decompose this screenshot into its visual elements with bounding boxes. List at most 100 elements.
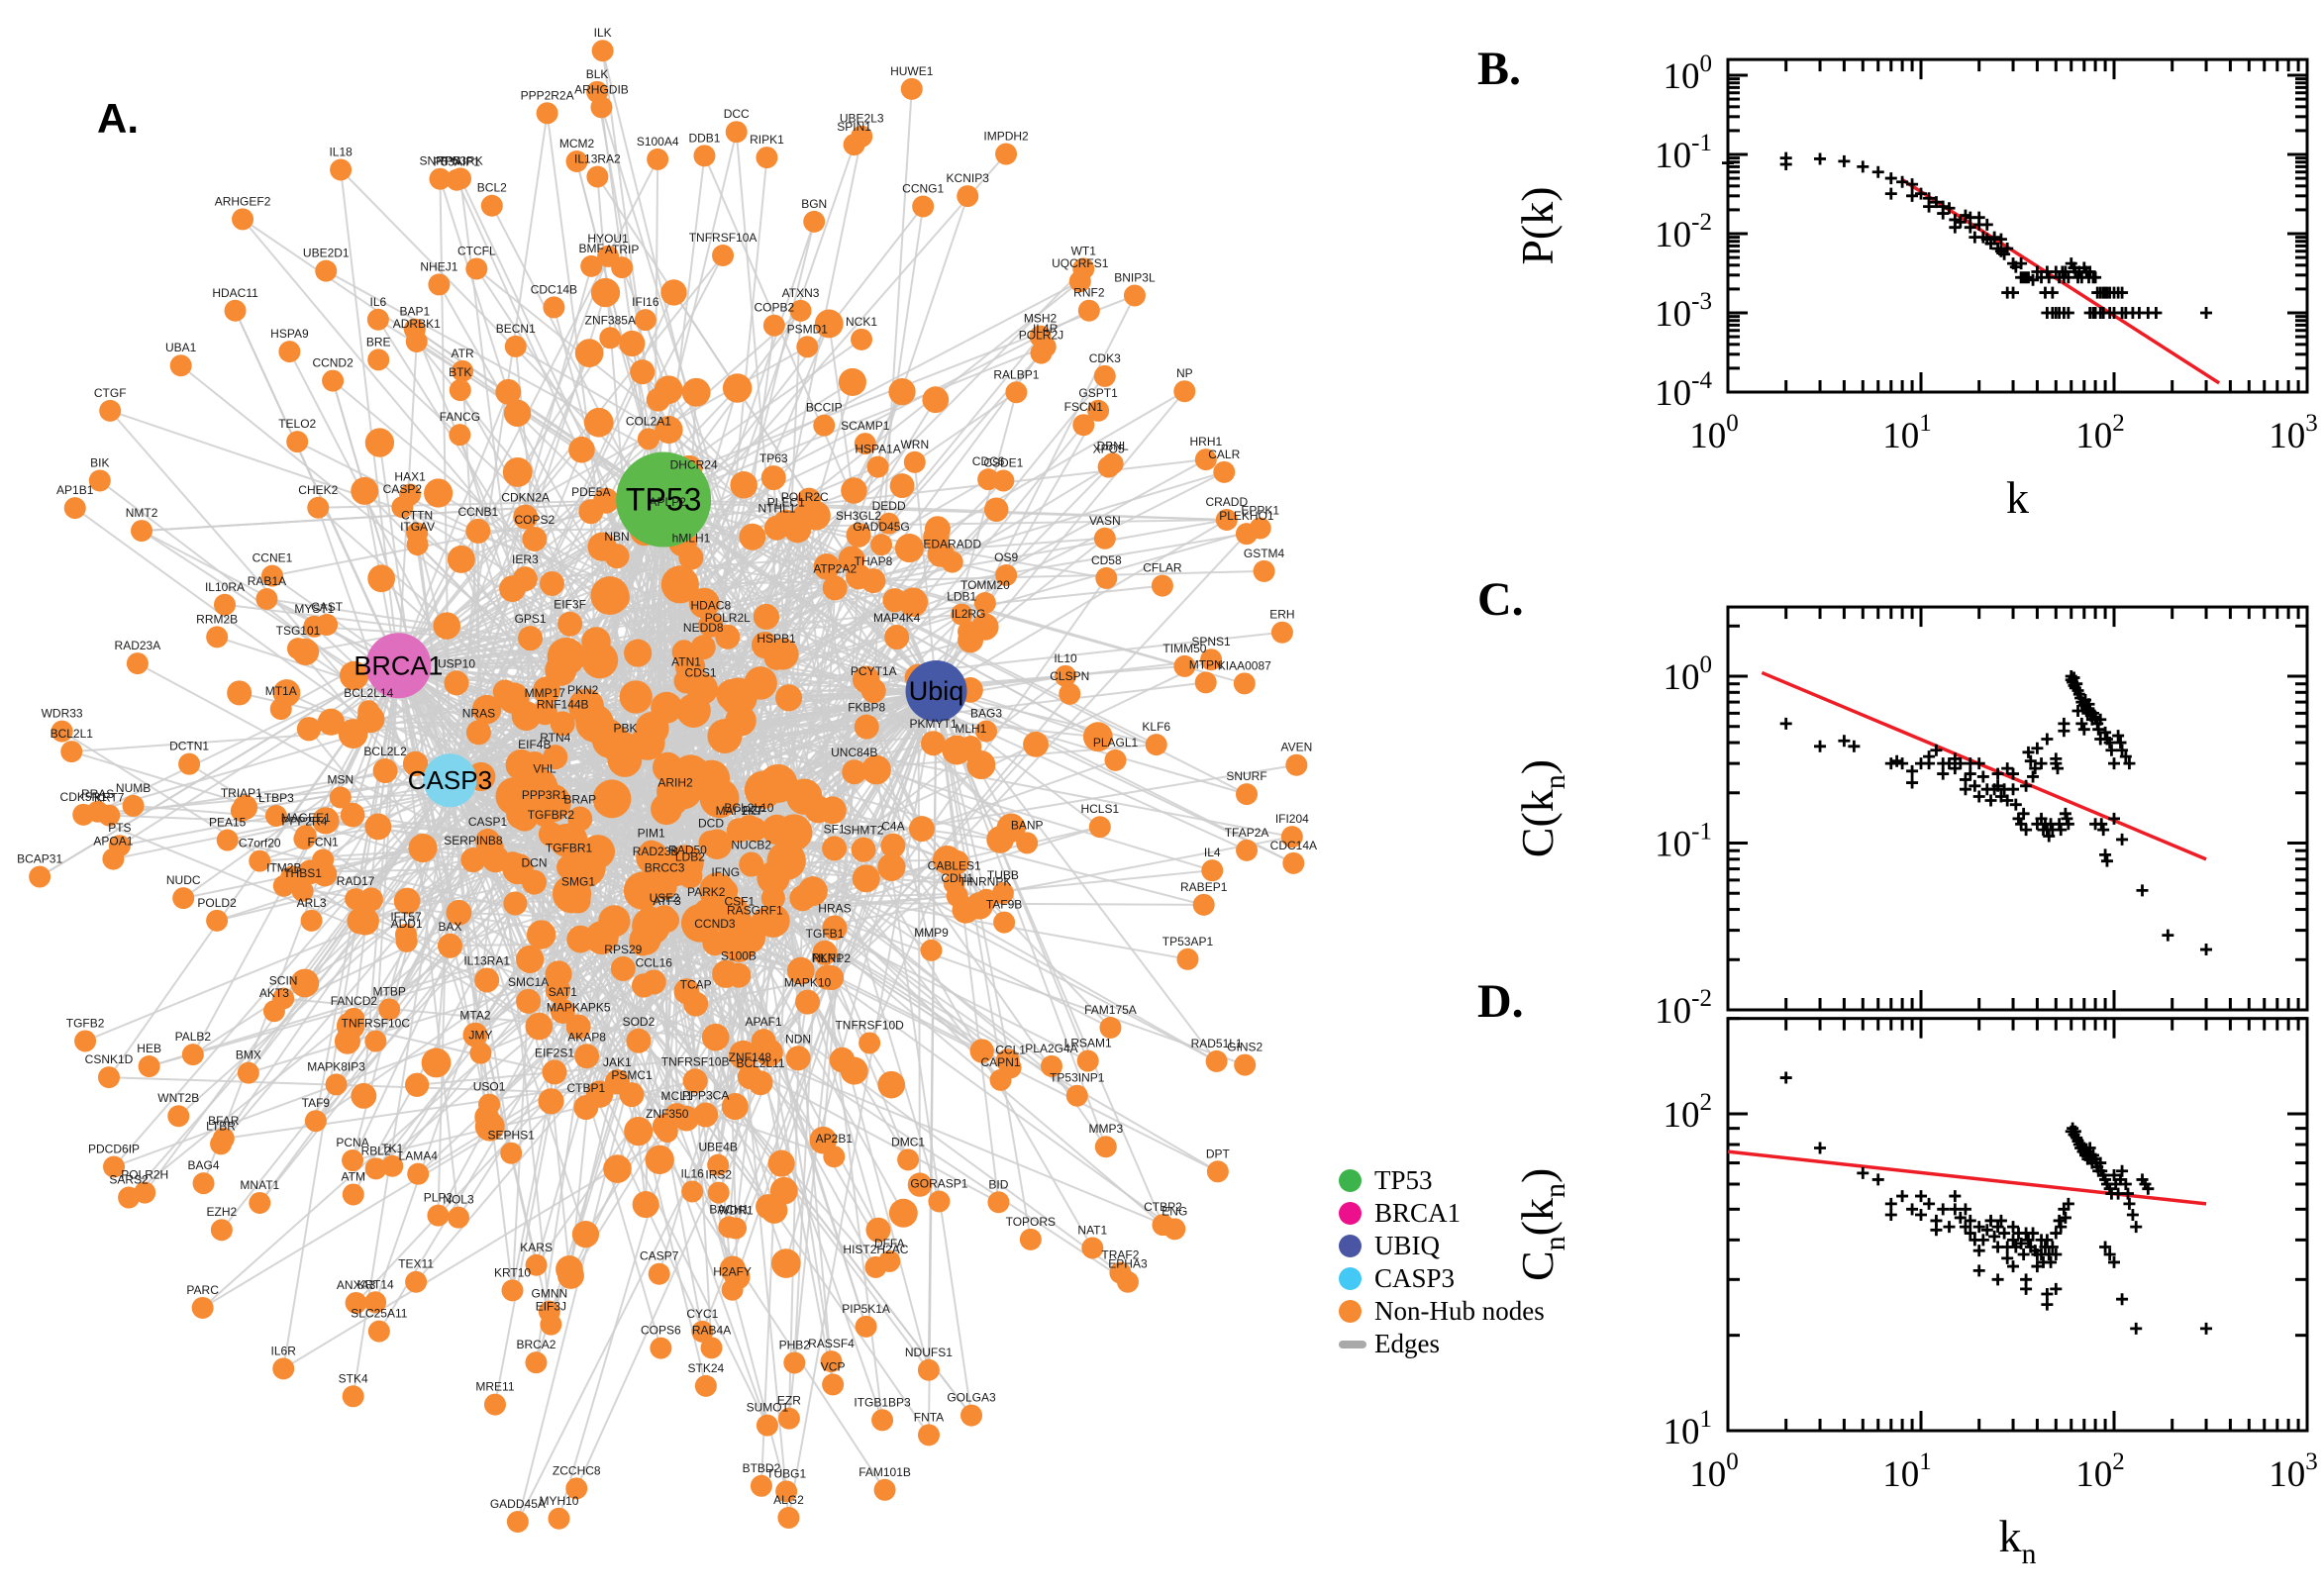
node-label: RIPK1	[750, 133, 784, 147]
node-label: USO1	[473, 1080, 506, 1094]
node-label: PPP3R1	[522, 788, 567, 802]
node-label: PSMD1	[787, 322, 829, 336]
node-label: WDR1	[718, 1204, 754, 1218]
non-hub-node	[474, 967, 500, 993]
scatter-points	[1779, 670, 2213, 956]
panel-b-label: B.	[1477, 43, 1522, 95]
node-label: IFNG	[711, 865, 740, 879]
non-hub-node	[647, 148, 669, 170]
fit-line	[1761, 670, 2207, 861]
non-hub-node	[1087, 399, 1110, 422]
non-hub-node	[917, 1358, 940, 1381]
non-hub-node	[565, 150, 588, 173]
x-axis-title: k	[2006, 472, 2029, 523]
non-hub-node	[682, 1068, 708, 1094]
node-label: LTBR	[206, 1119, 236, 1133]
non-hub-node	[1059, 682, 1081, 705]
node-label: DHCR24	[670, 458, 718, 472]
legend-label: TP53	[1374, 1165, 1433, 1195]
tick-label: 10-1	[1655, 819, 1712, 865]
non-hub-node	[900, 77, 923, 100]
node-label: IMPDH2	[983, 130, 1029, 144]
non-hub-node	[645, 1145, 674, 1175]
non-hub-node	[1005, 381, 1028, 404]
non-hub-node	[574, 1044, 600, 1069]
non-hub-node	[655, 416, 683, 445]
node-label: CTGF	[94, 386, 127, 400]
node-label: BFAR	[208, 1114, 240, 1128]
tick-label: 10-3	[1655, 288, 1712, 335]
tick-label: 102	[2075, 1448, 2125, 1495]
non-hub-node	[854, 433, 876, 455]
node-label: BGN	[801, 197, 827, 211]
node-label: NTHL1	[758, 502, 795, 516]
node-label: EZH2	[207, 1205, 238, 1219]
node-label: MTPN	[1189, 657, 1223, 671]
hub-label: TP53	[626, 481, 701, 517]
non-hub-node	[1077, 299, 1100, 322]
node-label: CCNG1	[902, 182, 944, 196]
non-hub-node	[312, 807, 340, 835]
non-hub-node	[98, 1066, 121, 1089]
non-hub-node	[1194, 671, 1217, 694]
node-label: TNFRSF10C	[342, 1017, 411, 1031]
non-hub-node	[744, 666, 777, 700]
node-label: SMG1	[561, 874, 595, 888]
non-hub-node	[278, 341, 301, 363]
non-hub-node	[678, 545, 704, 570]
non-hub-node	[742, 917, 767, 943]
node-label: IL2RG	[952, 607, 986, 621]
node-label: TUBG1	[766, 1466, 806, 1480]
node-label: CTBP1	[566, 1081, 605, 1095]
non-hub-node	[903, 450, 926, 473]
node-label: MMP3	[1088, 1122, 1123, 1136]
node-label: DCN	[522, 856, 548, 870]
node-label: ALG2	[773, 1493, 804, 1507]
node-label: TCAP	[680, 978, 712, 992]
node-label: IL4	[1204, 846, 1221, 859]
non-hub-node	[611, 256, 634, 279]
non-hub-node	[533, 676, 560, 705]
node-label: BAG3	[970, 706, 1002, 720]
node-label: TAF9B	[986, 898, 1022, 912]
node-label: FANCD2	[331, 994, 378, 1008]
non-hub-node	[122, 794, 145, 817]
non-hub-node	[822, 836, 848, 861]
non-hub-node	[960, 1404, 983, 1427]
non-hub-node	[269, 698, 292, 721]
non-hub-node	[928, 1190, 951, 1213]
node-label: PTS	[108, 821, 131, 835]
node-label: FKBP8	[848, 701, 885, 715]
node-label: SEPHS1	[488, 1129, 536, 1143]
non-hub-node	[511, 804, 539, 832]
non-hub-node	[393, 887, 421, 915]
node-label: PARC	[186, 1283, 219, 1297]
node-label: ITGB1BP3	[854, 1395, 911, 1409]
tick-label: 100	[1689, 410, 1739, 456]
non-hub-node	[753, 603, 780, 631]
node-label: EZR	[777, 1394, 801, 1408]
non-hub-node	[1101, 452, 1124, 475]
plot-b: 100 101 102 103 100 10-1 10-2 10-3 10-4 k P(k)	[1512, 50, 2318, 523]
node-label: PKMYT1	[910, 717, 958, 731]
node-label: PLP2	[424, 1191, 454, 1205]
node-label: C4A	[881, 820, 904, 834]
non-hub-node	[1099, 1016, 1122, 1039]
non-hub-node	[924, 516, 951, 543]
node-label: MMP9	[914, 926, 949, 940]
node-label: AKAP8	[567, 1030, 606, 1044]
non-hub-node	[1253, 559, 1275, 582]
node-label: CTBP2	[1144, 1200, 1182, 1214]
node-label: NOL3	[443, 1193, 474, 1207]
node-label: CCL1	[995, 1043, 1026, 1056]
non-hub-node	[840, 1056, 868, 1085]
non-hub-node	[851, 837, 876, 862]
non-hub-node	[777, 1506, 800, 1529]
node-label: BIK	[90, 455, 109, 469]
tick-label: 100	[1664, 50, 1713, 97]
node-label: TP53AP1	[1162, 935, 1214, 948]
non-hub-node	[405, 1270, 428, 1293]
non-hub-node	[178, 752, 201, 775]
node-label: NRAS	[462, 706, 495, 720]
non-hub-node	[367, 1320, 390, 1343]
